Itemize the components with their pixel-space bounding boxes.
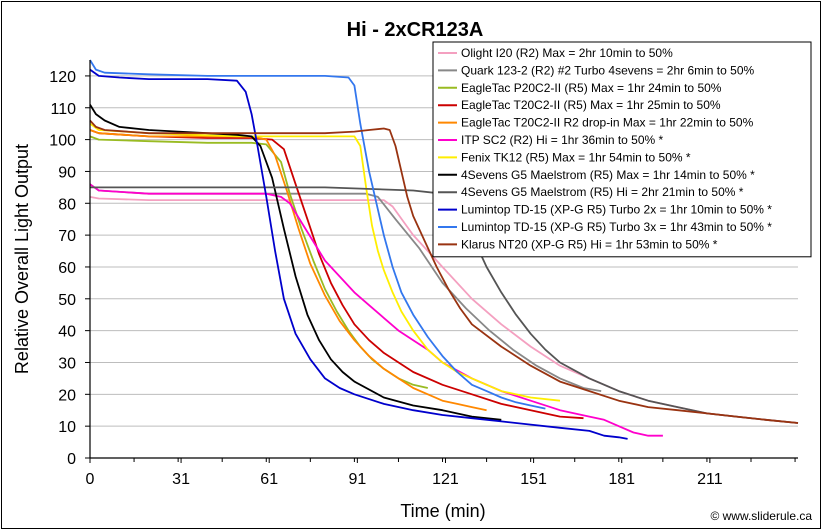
series-line-4 xyxy=(89,129,584,420)
legend-entry: Quark 123-2 (R2) #2 Turbo 4sevens = 2hr … xyxy=(461,63,754,77)
legend-entry: 4Sevens G5 Maelstrom (R5) Hi = 2hr 21min… xyxy=(461,185,744,199)
x-axis-label: Time (min) xyxy=(400,501,485,521)
legend-entry: Olight I20 (R2) Max = 2hr 10min to 50% xyxy=(461,46,673,60)
x-tick-label: 61 xyxy=(260,471,278,488)
legend-entry: EagleTac T20C2-II R2 drop-in Max = 1hr 2… xyxy=(461,116,754,130)
x-tick-label: 0 xyxy=(86,471,95,488)
axes xyxy=(89,60,798,459)
legend-box xyxy=(432,41,812,258)
legend-entry: Lumintop TD-15 (XP-G R5) Turbo 3x = 1hr … xyxy=(461,220,772,234)
series-line-8 xyxy=(89,104,502,421)
y-tick-label: 50 xyxy=(58,292,76,309)
x-tick-label: 151 xyxy=(520,471,547,488)
x-tick-label: 121 xyxy=(432,471,459,488)
x-tick-label: 31 xyxy=(172,471,190,488)
legend-entry: EagleTac T20C2-II (R5) Max = 1hr 25min t… xyxy=(461,98,721,112)
x-tick-label: 91 xyxy=(348,471,366,488)
chart-title: Hi - 2xCR123A xyxy=(347,19,484,41)
legend: Olight I20 (R2) Max = 2hr 10min to 50% Qu… xyxy=(432,41,812,258)
series-line-6 xyxy=(89,183,663,437)
y-tick-label: 20 xyxy=(58,387,76,404)
y-tick-label: 100 xyxy=(49,133,76,150)
legend-entry: EagleTac P20C2-II (R5) Max = 1hr 24min t… xyxy=(461,81,722,95)
series-line-9 xyxy=(90,186,799,424)
y-tick-label: 0 xyxy=(67,451,76,468)
series-line-7 xyxy=(89,122,561,402)
y-tick-label: 70 xyxy=(58,228,76,245)
series-line-12 xyxy=(89,119,799,424)
credit-text: © www.sliderule.ca xyxy=(710,509,812,523)
legend-entry: Fenix TK12 (R5) Max = 1hr 54min to 50% * xyxy=(461,150,691,164)
x-tick-label: 181 xyxy=(608,471,635,488)
x-tick-labels: 0 31 61 91 121 151 181 211 xyxy=(86,458,796,488)
legend-entry: Klarus NT20 (XP-G R5) Hi = 1hr 53min to … xyxy=(461,237,718,251)
y-axis-label: Relative Overall Light Output xyxy=(12,144,32,374)
y-tick-label: 40 xyxy=(58,324,76,341)
legend-entry: 4Sevens G5 Maelstrom (R5) Max = 1hr 14mi… xyxy=(461,168,755,182)
series-line-10 xyxy=(89,68,628,440)
series-line-11 xyxy=(89,59,546,410)
legend-entry: ITP SC2 (R2) Hi = 1hr 36min to 50% * xyxy=(461,133,664,147)
legend-entry: Lumintop TD-15 (XP-G R5) Turbo 2x = 1hr … xyxy=(461,203,772,217)
y-tick-label: 120 xyxy=(49,69,76,86)
y-tick-label: 60 xyxy=(58,260,76,277)
y-tick-label: 80 xyxy=(58,196,76,213)
y-tick-labels: 0 10 20 30 40 50 60 70 80 90 100 110 120 xyxy=(49,69,90,468)
y-tick-label: 90 xyxy=(58,164,76,181)
x-tick-label: 211 xyxy=(697,471,723,488)
y-tick-label: 10 xyxy=(58,419,76,436)
y-tick-label: 110 xyxy=(50,101,76,118)
series-lines xyxy=(89,59,799,440)
y-tick-label: 30 xyxy=(58,355,76,372)
